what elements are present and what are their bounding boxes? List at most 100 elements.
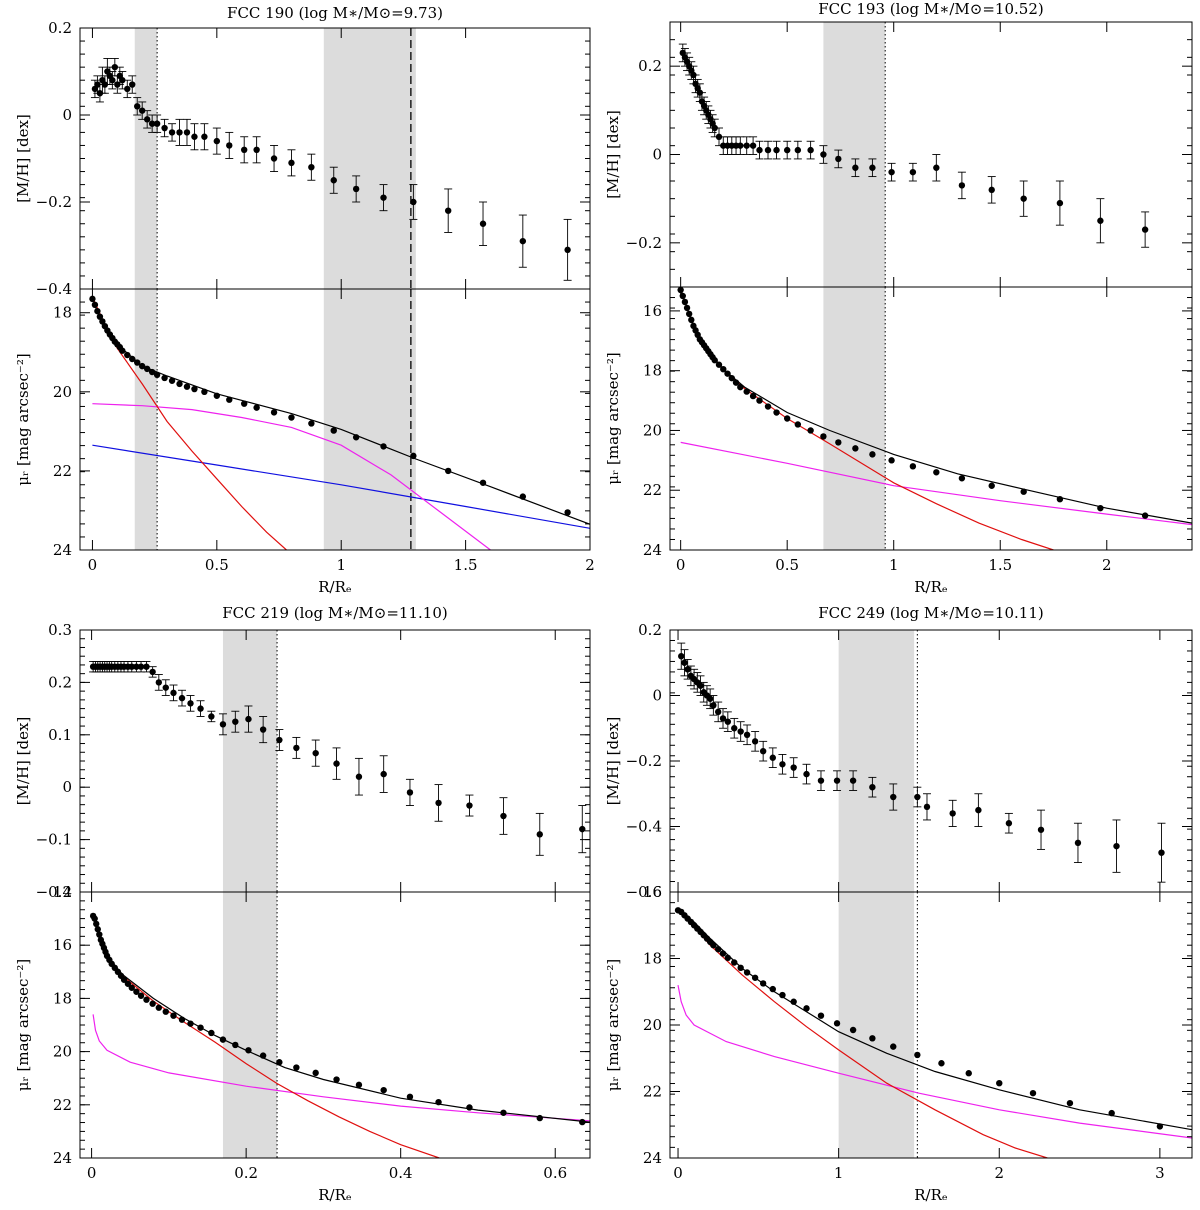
data-point (232, 1041, 239, 1049)
y-tick-label: 18 (643, 950, 662, 968)
data-point (869, 164, 876, 171)
data-point (749, 392, 757, 400)
data-point (128, 663, 135, 670)
data-point (312, 749, 319, 757)
data-point (466, 802, 473, 809)
data-point (276, 736, 283, 744)
data-point (1066, 1099, 1074, 1107)
magenta-component-curve (92, 1014, 590, 1122)
surface_brightness-y-axis-label: μᵣ [mag arcsec⁻²] (14, 959, 32, 1091)
y-tick-label: −0.6 (626, 883, 662, 901)
data-point (890, 1043, 897, 1050)
y-tick-label: 16 (643, 302, 662, 320)
surface_brightness-frame (669, 286, 1193, 551)
data-point (435, 799, 442, 807)
data-point (161, 124, 168, 132)
data-point (678, 653, 685, 660)
y-tick-label: 14 (53, 883, 72, 901)
x-tick-label: 2 (1102, 556, 1112, 574)
data-point (803, 1005, 810, 1012)
data-point (779, 991, 786, 999)
y-tick-label: 22 (53, 1096, 72, 1114)
surface_brightness-frame (79, 891, 591, 1159)
data-point (197, 1024, 204, 1031)
panel-title: FCC 219 (log M∗/M⊙=11.10) (222, 604, 447, 622)
data-point (724, 954, 732, 962)
x-tick-label: 0 (673, 1164, 683, 1182)
data-point (288, 159, 295, 167)
panel-2: FCC 193 (log M∗/M⊙=10.52) 0.2 0 −0.2 [M/H] [… (604, 0, 1193, 596)
data-point (119, 347, 126, 354)
data-point (270, 155, 278, 162)
data-point (958, 182, 966, 189)
y-tick-label: 22 (53, 462, 72, 480)
data-point (143, 663, 150, 670)
data-point (888, 457, 895, 464)
data-point (91, 915, 98, 922)
data-point (466, 1104, 473, 1111)
y-tick-label: 0 (62, 106, 72, 124)
shaded-region (838, 630, 915, 892)
panel-title: FCC 190 (log M∗/M⊙=9.73) (227, 4, 443, 22)
data-point (219, 721, 227, 728)
x-axis-label: R/Rₑ (318, 578, 352, 596)
data-point (564, 246, 571, 254)
surface_brightness-y-axis-label: μᵣ [mag arcsec⁻²] (604, 959, 622, 1091)
data-point (435, 1098, 442, 1106)
data-point (134, 103, 141, 110)
data-point (1108, 1109, 1115, 1117)
y-tick-label: 18 (643, 362, 662, 380)
data-point (201, 133, 208, 140)
data-point (245, 1047, 252, 1054)
y-tick-label: 24 (643, 1149, 662, 1167)
surface_brightness-y-axis-label: μᵣ [mag arcsec⁻²] (14, 353, 32, 485)
data-point (153, 371, 161, 379)
data-point (724, 718, 732, 725)
data-point (965, 1070, 972, 1077)
data-point (790, 764, 797, 771)
data-point (751, 738, 759, 745)
data-point (293, 1064, 300, 1071)
data-point (769, 754, 776, 761)
y-tick-label: 24 (53, 541, 72, 559)
data-point (869, 1035, 876, 1042)
data-point (975, 806, 982, 814)
y-tick-label: −0.2 (36, 883, 72, 901)
data-point (579, 1118, 586, 1126)
data-point (728, 374, 735, 382)
magenta-component-curve (92, 403, 491, 550)
data-point (711, 357, 718, 364)
x-axis-label: R/Rₑ (914, 578, 948, 596)
x-tick-label: 0.4 (389, 1164, 413, 1182)
data-point (352, 185, 360, 193)
data-point (909, 168, 917, 176)
y-tick-label: 20 (643, 421, 662, 439)
surface_brightness-y-axis-label: μᵣ [mag arcsec⁻²] (604, 352, 622, 484)
data-point (191, 133, 198, 140)
data-point (719, 950, 727, 957)
data-point (835, 155, 842, 163)
magenta-component-curve (680, 441, 1192, 526)
data-point (93, 920, 100, 928)
data-point (833, 777, 841, 784)
data-point (679, 292, 686, 300)
data-point (833, 1020, 841, 1027)
data-point (737, 728, 744, 735)
data-point (890, 793, 897, 801)
data-point (259, 1052, 267, 1059)
data-point (737, 142, 744, 149)
metallicity-plot-area (89, 630, 587, 892)
y-tick-label: 20 (53, 383, 72, 401)
data-point (240, 146, 248, 153)
surface_brightness-frame (669, 891, 1193, 1159)
data-point (817, 777, 825, 784)
data-point (138, 362, 146, 370)
data-point (724, 370, 731, 377)
data-point (715, 133, 723, 141)
x-tick-label: 2 (994, 1164, 1004, 1182)
data-point (124, 85, 131, 93)
data-point (697, 682, 704, 689)
data-point (330, 427, 337, 434)
total-model-curve (680, 289, 1192, 524)
panel-4: FCC 249 (log M∗/M⊙=10.11) 0.2 0 −0.2 −0.4 −0.… (604, 604, 1193, 1204)
